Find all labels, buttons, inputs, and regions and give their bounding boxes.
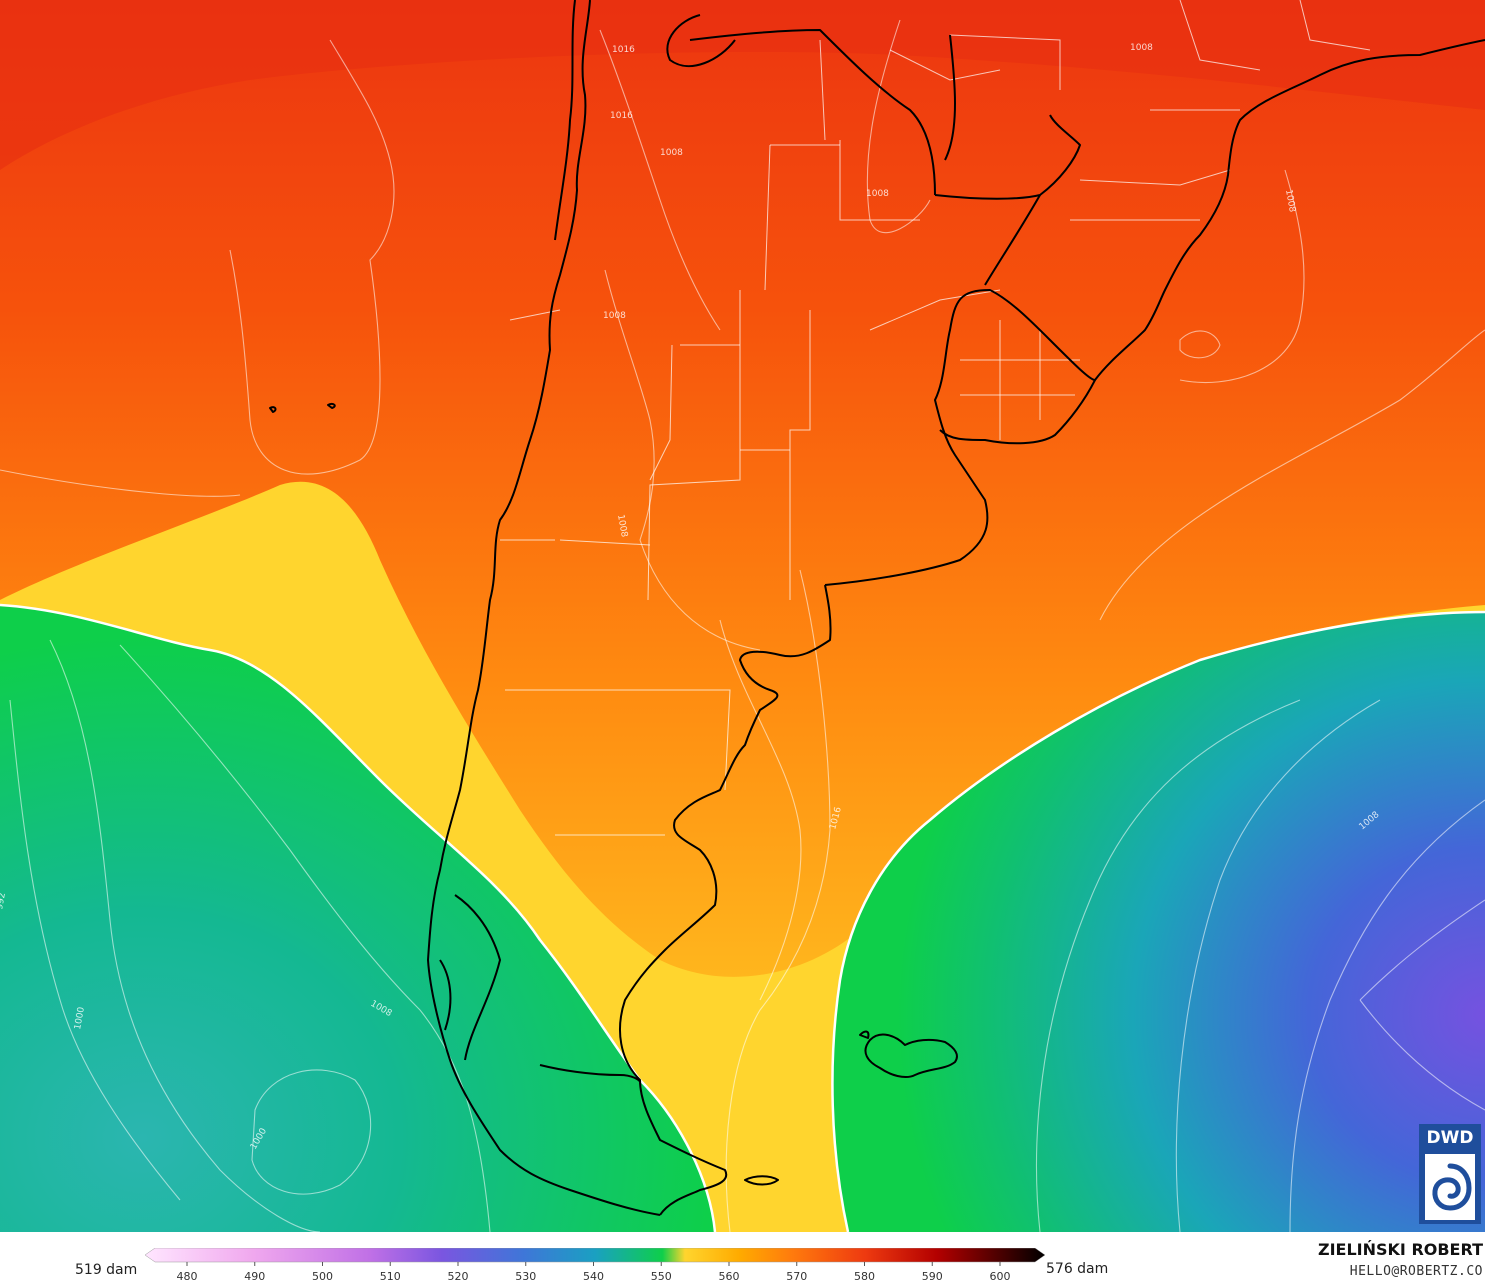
- isobar-label: 1000: [73, 1006, 87, 1031]
- colorbar: 480 490 500 510 520 530 540 550 560 570 580 590 600: [145, 1248, 1045, 1283]
- coastlines: [269, 0, 1485, 1216]
- isobar-label: 1008: [603, 311, 626, 321]
- colorbar-tick-label: 590: [922, 1270, 943, 1283]
- colorbar-tick-label: 520: [448, 1270, 469, 1283]
- east-trough: [832, 612, 1485, 1232]
- swirl-icon: [1425, 1154, 1475, 1220]
- dwd-logo: DWD: [1419, 1124, 1481, 1224]
- legend-min-label: 519 dam: [75, 1262, 138, 1278]
- author-contact: HELLO@ROBERTZ.CO: [1349, 1264, 1483, 1279]
- isobar-label: 1008: [1130, 43, 1153, 53]
- colorbar-tick-label: 580: [854, 1270, 875, 1283]
- legend-bar: 519 dam 480 490 500 510 520 530 540 550 560 570 58…: [0, 1232, 1485, 1287]
- isobar-label: 1008: [866, 189, 889, 199]
- weather-map: 1016 1016 1008 1008 1008 1008 1008 1008 …: [0, 0, 1485, 1232]
- legend-max-label: 576 dam: [1046, 1261, 1109, 1277]
- isobar-label: 1016: [610, 111, 633, 121]
- political-borders: [500, 0, 1371, 836]
- colorbar-tick-label: 510: [380, 1270, 401, 1283]
- colorbar-tick-label: 560: [719, 1270, 740, 1283]
- colorbar-tick-label: 570: [786, 1270, 807, 1283]
- isobar-label: 992: [0, 892, 8, 911]
- colorbar-ticks: 480 490 500 510 520 530 540 550 560 570 580 590 600: [177, 1262, 1011, 1283]
- boundary-east: [831, 610, 1485, 1232]
- isobar-label: 1016: [612, 45, 635, 55]
- west-trough: [0, 605, 715, 1232]
- colorbar-tick-label: 550: [651, 1270, 672, 1283]
- author-credit: ZIELIŃSKI ROBERT: [1317, 1240, 1483, 1259]
- colorbar-tick-label: 540: [583, 1270, 604, 1283]
- isobar-label: 1008: [1283, 189, 1297, 214]
- deep-red-band: [0, 0, 1485, 170]
- colorbar-tick-label: 530: [515, 1270, 536, 1283]
- colorbar-tick-label: 490: [244, 1270, 265, 1283]
- colorbar-tick-label: 600: [990, 1270, 1011, 1283]
- colorbar-tick-label: 500: [312, 1270, 333, 1283]
- colorbar-tick-label: 480: [177, 1270, 198, 1283]
- boundary-west: [0, 603, 717, 1232]
- isobar-label: 1008: [660, 148, 683, 158]
- dwd-logo-text: DWD: [1426, 1128, 1474, 1148]
- isobar-label: 1008: [615, 514, 629, 539]
